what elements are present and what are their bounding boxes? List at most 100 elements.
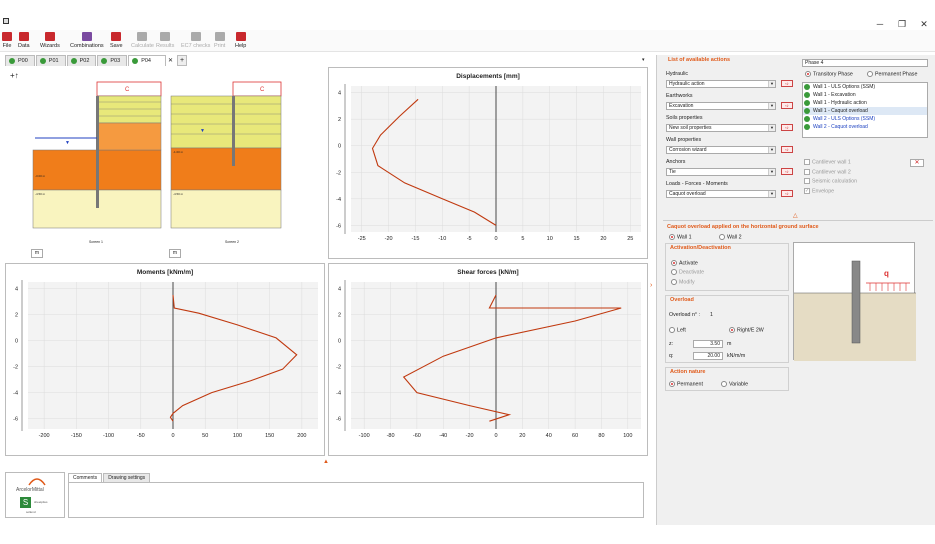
permanent-phase-radio[interactable]: Permanent Phase (867, 71, 917, 77)
side-arrow-icon[interactable]: › (650, 282, 653, 289)
x-tick-label: -20 (466, 433, 474, 439)
modify-radio[interactable]: Modify (671, 279, 695, 285)
q-input[interactable]: 20.00 (693, 352, 723, 360)
status-ok-icon (70, 58, 77, 64)
x-tick-label: -100 (359, 433, 370, 439)
left-radio[interactable]: Left (669, 327, 686, 333)
phase-action-label: Wall 2 - ULS Options (SSM) (813, 116, 876, 122)
toolbar-label: Data (18, 43, 30, 49)
phase-option-label: Cantilever wall 2 (812, 168, 851, 175)
tab-close-icon[interactable]: ✕ (168, 58, 174, 64)
diagram-q-label: q (884, 269, 889, 278)
bottom-tabs: Comments Drawing settings (68, 473, 151, 482)
close-icon[interactable]: ✕ (920, 19, 928, 29)
action-select[interactable]: Excavation ▼ (666, 102, 776, 110)
phase-action-item[interactable]: Wall 1 - Excavation (803, 91, 927, 99)
calculate-icon (137, 32, 148, 41)
action-select[interactable]: Hydraulic action ▼ (666, 80, 776, 88)
water-icon-1: ▼ (65, 140, 70, 146)
toolbar-print-button[interactable]: Print (214, 32, 225, 49)
phase-option-checkbox[interactable]: Seismic calculation (804, 178, 857, 184)
activate-radio[interactable]: Activate (671, 260, 698, 266)
action-select[interactable]: Corrosion wizard ▼ (666, 146, 776, 154)
transitory-radio[interactable]: Transitory Phase (805, 71, 853, 77)
toolbar-data-button[interactable]: Data (18, 32, 30, 49)
add-action-icon[interactable]: ➪ (781, 146, 793, 153)
toolbar-results-button[interactable]: Results (156, 32, 174, 49)
phase-action-label: Wall 1 - ULS Options (SSM) (813, 84, 876, 90)
phase-option-label: Seismic calculation (812, 178, 858, 185)
minimize-icon[interactable]: ─ (876, 19, 884, 29)
moments-title: Moments [kNm/m] (136, 269, 194, 276)
collapse-arrow-icon[interactable]: ▲ (323, 459, 329, 465)
phase-action-item[interactable]: Wall 1 - Hydraulic action (803, 99, 927, 107)
phase-action-item[interactable]: Wall 2 - ULS Options (SSM) (803, 115, 927, 123)
plus-arrow-icon[interactable]: +↑ (10, 71, 19, 80)
y-tick-label: -2 (13, 365, 18, 371)
displacements-title: Displacements [mm] (456, 73, 520, 80)
overload-label-2: C (260, 87, 265, 93)
phase-action-item[interactable]: Wall 1 - ULS Options (SSM) (803, 83, 927, 91)
shear-panel: Shear forces [kN/m] -100 -80 -60 -40 -20 0 20 4… (328, 263, 648, 456)
tabs-scroll-icon[interactable]: ▾ (642, 57, 645, 63)
tab-p03[interactable]: P03 (97, 55, 128, 66)
x-tick-label: 5 (521, 236, 524, 242)
tab-p01[interactable]: P01 (35, 55, 66, 66)
expand-arrow-icon[interactable]: △ (793, 213, 798, 219)
series-line (371, 98, 497, 226)
x-tick-label: -15 (411, 236, 419, 242)
checkbox-icon (804, 168, 810, 175)
toolbar-calculate-button[interactable]: Calculate (131, 32, 154, 49)
phase-option-checkbox[interactable]: Cantilever wall 1 (804, 159, 851, 165)
phase-option-checkbox[interactable]: ✓ Envelope (804, 187, 834, 194)
add-action-icon[interactable]: ➪ (781, 102, 793, 109)
toolbar-help-button[interactable]: Help (235, 32, 246, 49)
y-tick-label: -4 (336, 391, 341, 397)
action-select[interactable]: New soil properties ▼ (666, 124, 776, 132)
tab-p00[interactable]: P00 (5, 55, 35, 66)
action-select[interactable]: Caquot overload ▼ (666, 190, 776, 198)
phase-action-item[interactable]: Wall 2 - Caquot overload (803, 123, 927, 131)
screen-2-label: Screen 2 (225, 240, 240, 244)
wall1-radio[interactable]: Wall 1 (669, 234, 692, 240)
phase-action-item[interactable]: Wall 1 - Caquot overload (803, 107, 927, 115)
phase-name-input[interactable]: Phase 4 (802, 59, 928, 67)
toolbar-save-button[interactable]: Save (110, 32, 123, 49)
add-action-icon[interactable]: ➪ (781, 168, 793, 175)
add-action-icon[interactable]: ➪ (781, 190, 793, 197)
z-input[interactable]: 3.50 (693, 340, 723, 348)
tab-p02[interactable]: P02 (66, 55, 97, 66)
right-radio[interactable]: Right/E 2W (729, 327, 764, 333)
add-action-icon[interactable]: ➪ (781, 124, 793, 131)
tab-drawing-settings[interactable]: Drawing settings (103, 473, 151, 482)
phase-action-list[interactable]: Wall 1 - ULS Options (SSM) Wall 1 - Excav… (802, 82, 928, 138)
add-tab-button[interactable]: + (177, 55, 187, 66)
nature-title: Action nature (670, 369, 706, 375)
wall2-radio[interactable]: Wall 2 (719, 234, 742, 240)
variable-nature-radio[interactable]: Variable (721, 381, 748, 387)
overload-title: Overload (670, 297, 694, 303)
yellow-layer-2 (170, 189, 282, 229)
tab-comments[interactable]: Comments (68, 473, 103, 482)
phase-tabs: P00 P01 P02 P03 P04 (5, 55, 167, 66)
x-tick-label: -10 (438, 236, 446, 242)
tab-p04[interactable]: P04 (128, 55, 166, 66)
x-tick-label: 15 (573, 236, 579, 242)
toolbar-wizards-button[interactable]: Wizards (40, 32, 60, 49)
z-unit: m (727, 341, 732, 347)
toolbar-ec7-checks-button[interactable]: EC7 checks (181, 32, 210, 49)
comments-textarea[interactable] (68, 482, 644, 518)
toolbar-file-button[interactable]: File (2, 32, 12, 49)
toolbar-combinations-button[interactable]: Combinations (70, 32, 104, 49)
y-tick-label: -6 (13, 417, 18, 423)
orange-layer-1b (96, 122, 162, 151)
permanent-nature-radio[interactable]: Permanent (669, 381, 703, 387)
maximize-icon[interactable]: ❐ (897, 19, 907, 29)
action-select[interactable]: Tie ▼ (666, 168, 776, 176)
deactivate-radio[interactable]: Deactivate (671, 269, 704, 275)
tab-label: P03 (110, 58, 121, 64)
add-action-icon[interactable]: ➪ (781, 80, 793, 87)
phase-option-checkbox[interactable]: Cantilever wall 2 (804, 168, 851, 175)
delete-action-button[interactable]: ✕ (910, 159, 924, 167)
y-tick-label: 0 (15, 339, 18, 345)
